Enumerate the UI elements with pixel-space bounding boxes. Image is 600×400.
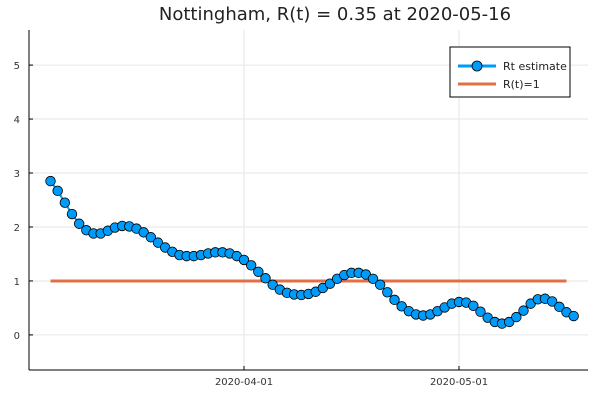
rt-point xyxy=(45,175,56,187)
rt-point xyxy=(518,305,529,316)
rt-point xyxy=(367,273,379,284)
rt-point xyxy=(73,218,85,229)
rt-point xyxy=(568,310,579,322)
y-tick-label: 3 xyxy=(14,169,20,180)
rt-point xyxy=(52,185,63,197)
legend-rt-label: Rt estimate xyxy=(503,60,567,73)
rt-point xyxy=(138,227,149,238)
rt-point xyxy=(389,294,400,306)
rt-point xyxy=(145,232,157,243)
rt-point xyxy=(374,279,386,290)
y-tick-label: 5 xyxy=(14,61,20,72)
rt-point xyxy=(554,301,565,313)
rt-point xyxy=(475,306,486,317)
rt-point xyxy=(324,278,336,289)
rt-point xyxy=(546,296,558,307)
rt-estimate-line xyxy=(49,180,575,325)
rt-point xyxy=(253,266,264,277)
rt-point xyxy=(503,316,515,328)
legend-box xyxy=(449,46,571,98)
rt-point xyxy=(260,273,271,284)
rt-point xyxy=(59,197,71,208)
rt-point xyxy=(396,301,407,312)
y-tick-label: 0 xyxy=(14,331,20,342)
legend-rt-marker xyxy=(471,60,483,72)
rt-point xyxy=(468,300,479,311)
legend: Rt estimate R(t)=1 xyxy=(449,46,571,98)
y-tick-label: 4 xyxy=(14,115,20,126)
rt-point xyxy=(245,260,257,271)
rt-series-layer xyxy=(45,175,579,329)
legend-ref-label: R(t)=1 xyxy=(503,78,540,91)
rt-point xyxy=(66,208,78,220)
rt-point xyxy=(238,254,250,266)
rt-point xyxy=(152,237,164,248)
axes: 0 1 2 3 4 5 2020-04-01 2020-05-01 xyxy=(14,30,588,388)
y-tick-label: 1 xyxy=(14,277,20,288)
chart-title: Nottingham, R(t) = 0.35 at 2020-05-16 xyxy=(159,4,511,25)
rt-point xyxy=(511,311,522,323)
x-tick-label: 2020-04-01 xyxy=(215,377,273,388)
rt-point xyxy=(267,279,278,290)
rt-point xyxy=(382,287,393,298)
x-tick-label: 2020-05-01 xyxy=(430,377,488,388)
y-tick-label: 2 xyxy=(14,223,20,234)
